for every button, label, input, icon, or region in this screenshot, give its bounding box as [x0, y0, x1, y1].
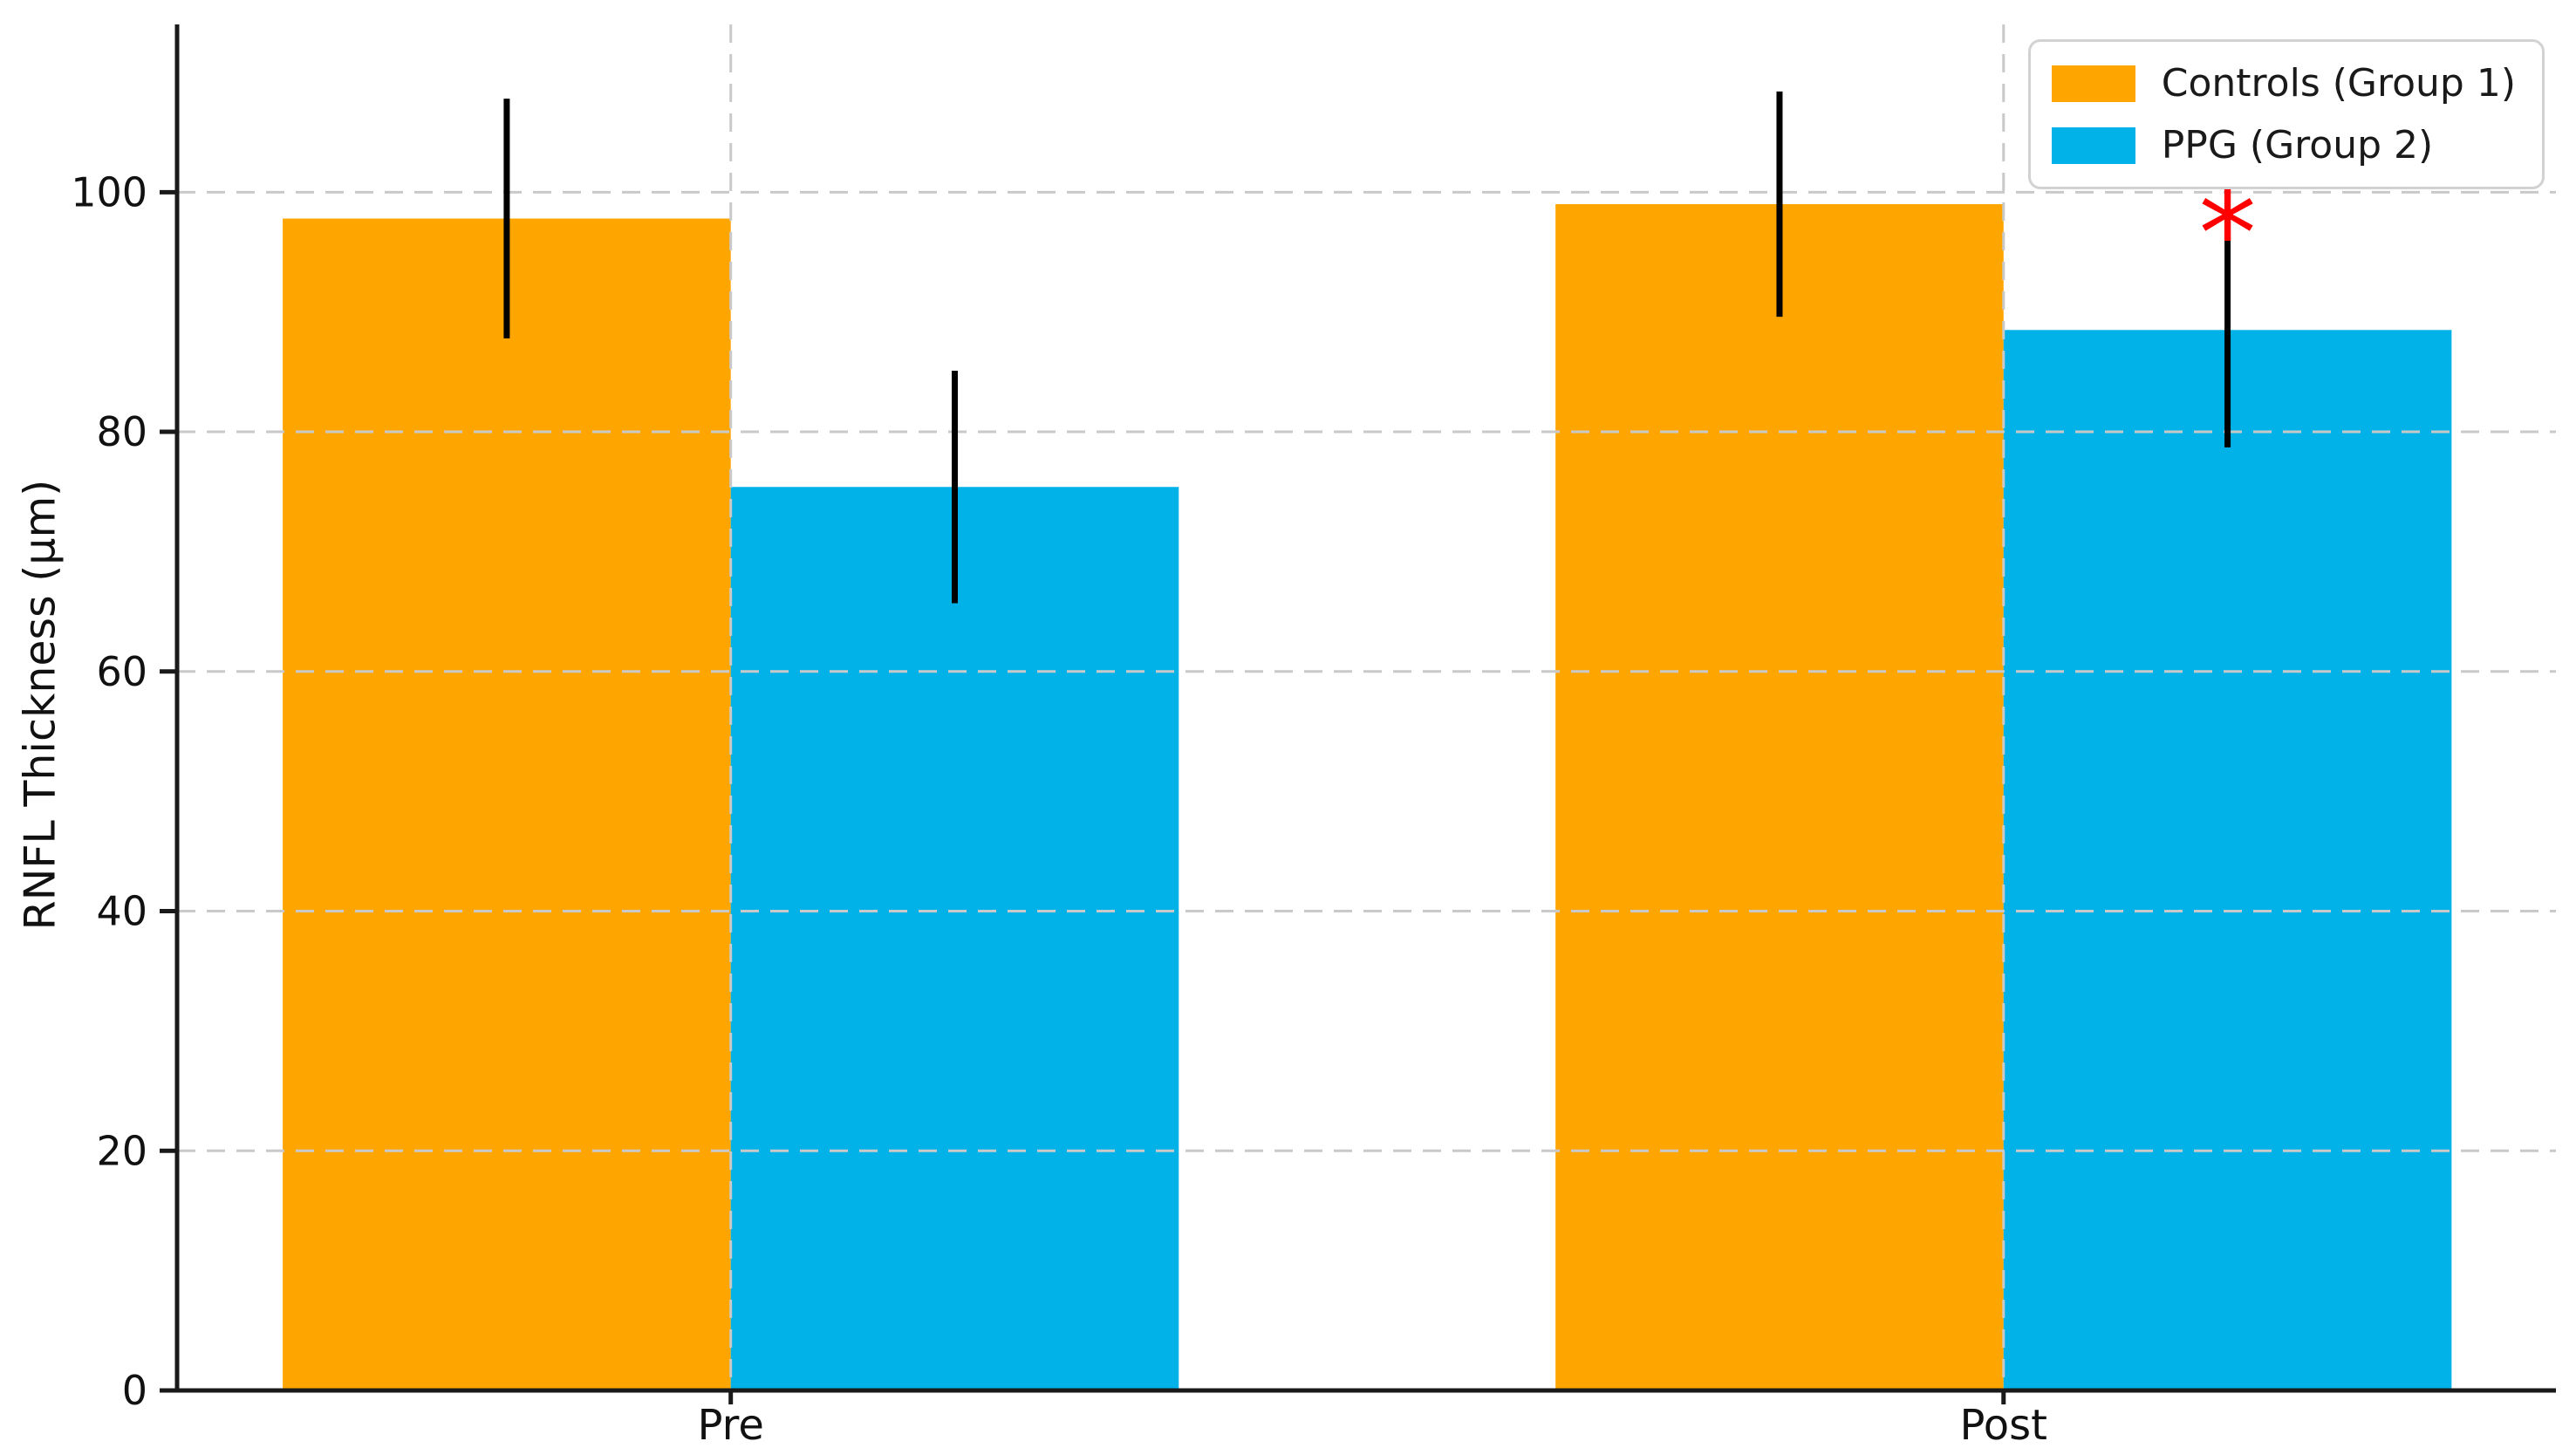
y-tick-label-40: 40 — [96, 888, 147, 935]
legend-label-ppg: PPG (Group 2) — [2161, 123, 2434, 167]
legend-swatch-controls — [2051, 65, 2135, 102]
legend-label-controls: Controls (Group 1) — [2161, 61, 2516, 106]
legend-item-ppg: PPG (Group 2) — [2051, 123, 2516, 167]
x-tick-label-post: Post — [1960, 1401, 2047, 1450]
legend: Controls (Group 1) PPG (Group 2) — [2027, 39, 2545, 189]
bar-post-ppg — [2003, 330, 2452, 1391]
y-tick-label-0: 0 — [122, 1367, 147, 1414]
legend-item-controls: Controls (Group 1) — [2051, 61, 2516, 106]
bar-pre-controls — [283, 218, 731, 1390]
y-tick-label-60: 60 — [96, 648, 147, 695]
y-tick-label-100: 100 — [71, 168, 147, 215]
legend-swatch-ppg — [2051, 126, 2135, 164]
x-tick-label-pre: Pre — [698, 1401, 764, 1450]
bar-pre-ppg — [730, 487, 1179, 1390]
y-axis-label: RNFL Thickness (μm) — [15, 479, 65, 931]
y-tick-label-80: 80 — [96, 408, 147, 455]
significance-asterisk: * — [2199, 167, 2257, 302]
bar-post-controls — [1555, 204, 2004, 1391]
y-tick-label-20: 20 — [96, 1127, 147, 1174]
